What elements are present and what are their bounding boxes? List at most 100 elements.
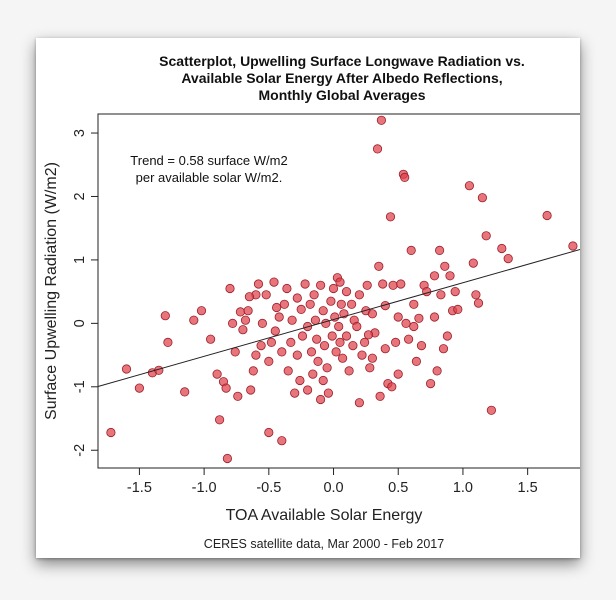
data-point (256, 340, 266, 351)
data-point (453, 304, 463, 314)
chart-title-line-1: Scatterplot, Upwelling Surface Longwave … (159, 53, 525, 69)
data-point (233, 391, 243, 401)
data-point (251, 350, 261, 360)
data-point (295, 375, 305, 386)
data-point (409, 321, 419, 332)
data-point (334, 321, 344, 332)
data-point (390, 337, 401, 347)
data-point (450, 287, 460, 297)
trend-annotation-line-1: Trend = 0.58 surface W/m2 (130, 153, 287, 168)
data-point (385, 212, 396, 222)
y-tick-label: 3 (72, 129, 88, 137)
data-point (206, 334, 216, 344)
data-point (393, 312, 403, 322)
data-point (277, 347, 287, 357)
data-point (411, 356, 421, 366)
data-point (331, 347, 341, 357)
data-point (257, 318, 267, 328)
data-point (396, 279, 406, 289)
data-point (230, 347, 240, 357)
data-point (319, 340, 330, 351)
data-point (306, 347, 317, 357)
data-point (365, 363, 375, 373)
data-point (323, 388, 333, 398)
data-point (354, 398, 364, 408)
data-point (302, 385, 313, 395)
data-point (380, 344, 390, 354)
data-point (414, 313, 424, 323)
data-point (212, 369, 222, 379)
data-point (300, 279, 310, 289)
data-point (326, 296, 336, 306)
y-tick-label: -2 (72, 444, 88, 457)
trend-line (97, 248, 580, 387)
x-tick-label: 1.5 (518, 480, 538, 496)
data-point (283, 366, 293, 376)
data-point (416, 340, 427, 351)
data-point (471, 290, 481, 300)
data-point (327, 331, 337, 341)
data-point (367, 309, 377, 319)
x-axis-label: TOA Available Solar Energy (226, 507, 423, 524)
data-point (434, 245, 445, 255)
y-tick-label: -1 (72, 380, 88, 393)
chart-title: Scatterplot, Upwelling Surface Longwave … (159, 53, 525, 103)
data-point (308, 369, 318, 379)
data-point (440, 261, 450, 271)
data-points (106, 115, 578, 464)
data-point (432, 366, 442, 376)
data-point (313, 356, 323, 366)
y-tick-label: 1 (72, 256, 88, 264)
data-point (477, 193, 487, 203)
data-point (403, 334, 414, 344)
y-axis: -2 -1 0 1 2 3 (72, 129, 98, 457)
data-point (272, 302, 282, 313)
data-point (270, 326, 280, 336)
data-point (290, 388, 300, 398)
y-axis-label: Surface Upwelling Radiation (W/m2) (43, 162, 60, 420)
data-point (309, 290, 319, 300)
data-point (429, 271, 440, 281)
data-point (442, 331, 452, 341)
y-tick-label: 2 (72, 192, 88, 200)
data-point (160, 311, 170, 321)
data-point (292, 293, 302, 303)
x-tick-label: -0.5 (256, 480, 281, 496)
data-point (400, 172, 410, 182)
data-point (318, 375, 328, 386)
data-point (503, 254, 513, 264)
data-point (235, 307, 245, 317)
data-point (261, 290, 271, 300)
data-point (318, 306, 328, 316)
data-point (312, 334, 322, 344)
data-point (354, 290, 364, 300)
data-point (106, 427, 116, 438)
data-point (287, 315, 297, 325)
data-point (279, 299, 289, 309)
data-point (310, 315, 320, 325)
data-point (497, 243, 507, 254)
data-point (388, 280, 398, 290)
data-point (296, 304, 306, 314)
data-point (328, 283, 339, 294)
data-point (464, 181, 474, 191)
x-tick-label: -1.5 (127, 480, 152, 496)
data-point (468, 258, 478, 268)
chart-title-line-3: Monthly Global Averages (259, 87, 426, 103)
data-point (445, 271, 455, 281)
data-point (374, 261, 384, 271)
data-point (297, 331, 308, 341)
data-point (240, 315, 251, 325)
x-tick-label: 0.0 (323, 480, 343, 496)
data-point (266, 337, 276, 347)
data-point (292, 350, 302, 360)
data-point (473, 298, 484, 308)
data-point (244, 292, 254, 302)
plot-frame (97, 113, 580, 469)
data-point (315, 394, 326, 405)
chart-title-line-2: Available Solar Energy After Albedo Refl… (181, 70, 502, 86)
data-point (378, 279, 388, 289)
data-point (286, 337, 296, 347)
data-point (163, 337, 173, 347)
data-point (225, 283, 235, 294)
